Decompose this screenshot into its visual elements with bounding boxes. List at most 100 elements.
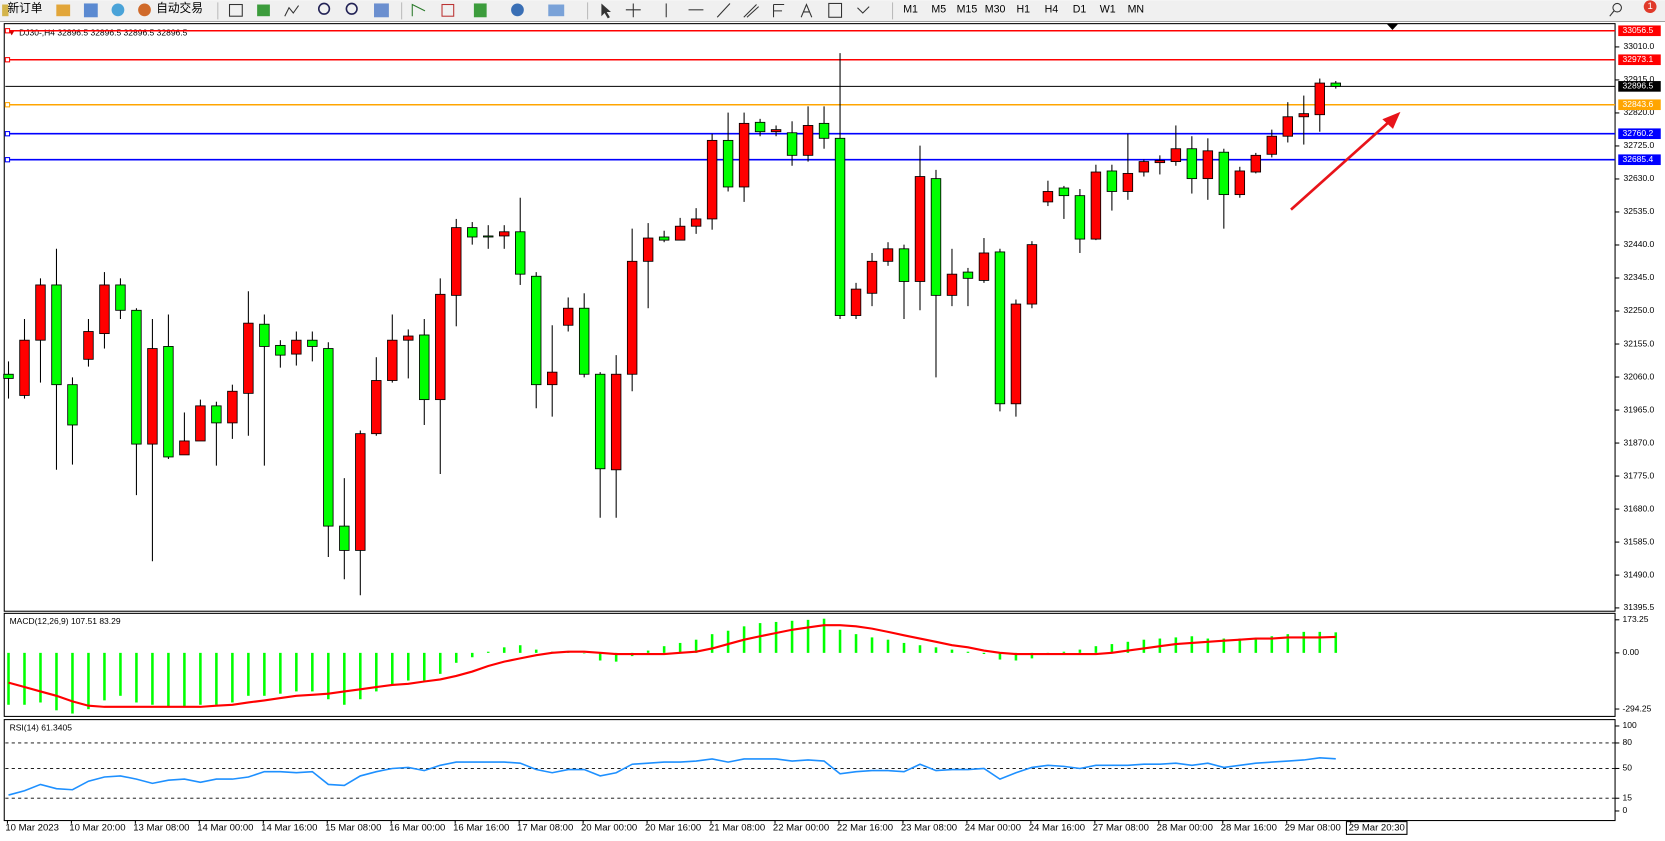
bar-chart-button[interactable] [228, 3, 243, 17]
macd-bar [934, 647, 938, 653]
timeframe-button[interactable]: H4 [1045, 4, 1059, 16]
candle-body [243, 322, 254, 394]
time-label: 15 Mar 08:00 [325, 823, 381, 834]
candle-body [690, 218, 702, 227]
macd-bar [1238, 638, 1242, 653]
timeframe-button[interactable]: M5 [931, 4, 946, 16]
time-label: 29 Mar 08:00 [1285, 823, 1341, 834]
timeframe-button[interactable]: M15 [957, 4, 978, 16]
macd-bar [247, 652, 250, 696]
candle-body [483, 235, 494, 238]
macd-bar [918, 645, 922, 653]
candle-chart-button[interactable] [257, 4, 270, 17]
candle-body [1298, 113, 1309, 118]
auto-trading-button[interactable]: 自动交易 [156, 1, 203, 15]
y-tick-label: 32820.0 [1624, 107, 1655, 117]
candle-body [1042, 191, 1054, 203]
y-tick-label: 32345.0 [1624, 272, 1655, 282]
zoom-in-button[interactable] [317, 2, 331, 15]
y-tick-label: 31775.0 [1624, 470, 1655, 480]
price-label-bg [1618, 81, 1661, 92]
y-tick-label: 31965.0 [1624, 404, 1655, 414]
line-chart-button[interactable] [284, 5, 300, 17]
candle-body [754, 121, 766, 133]
time-label: 10 Mar 2023 [5, 823, 59, 834]
timeframe-button[interactable]: W1 [1100, 4, 1116, 16]
candle-body [706, 139, 718, 220]
icon-button[interactable] [83, 3, 98, 18]
annotation-arrow [1290, 118, 1393, 211]
cursor-button[interactable] [601, 3, 611, 19]
macd-bar [183, 652, 186, 707]
time-label: 13 Mar 08:00 [133, 823, 189, 834]
macd-bar [407, 652, 410, 681]
zoom-out-button[interactable] [345, 2, 358, 15]
candle-body [802, 125, 814, 156]
auto-trading-icon[interactable] [138, 3, 151, 17]
crosshair-button[interactable] [625, 3, 641, 18]
timeframe-button[interactable]: H1 [1016, 4, 1030, 16]
candle-body [467, 227, 478, 238]
candle-body [259, 323, 270, 347]
macd-bar [678, 642, 682, 653]
plots: DJ30-,H4 32896.5 32896.5 32896.5 32896.5… [3, 25, 1661, 835]
candle-body [978, 252, 990, 281]
icon-button[interactable] [111, 3, 125, 17]
macd-bar [710, 634, 714, 653]
candle-body [195, 405, 206, 442]
toolbar-bg [0, 0, 1665, 22]
fibo-button[interactable] [772, 3, 785, 18]
label-button[interactable] [828, 2, 843, 18]
timeframe-button[interactable]: D1 [1073, 4, 1087, 16]
timeframe-button[interactable]: M1 [903, 4, 918, 16]
timeframes: M1 M5 M15 M30 H1 H4 D1 W1 MN [903, 4, 1144, 16]
y-tick-label: 32060.0 [1624, 371, 1655, 381]
y-tick-label: 0.00 [1622, 647, 1639, 657]
arrows-button[interactable] [857, 6, 870, 14]
candle-body [515, 231, 526, 275]
macd-bar [231, 652, 234, 703]
time-label: 14 Mar 16:00 [261, 823, 317, 834]
time-label: 28 Mar 00:00 [1157, 823, 1213, 834]
timeframe-button[interactable]: M30 [985, 4, 1006, 16]
trendline-button[interactable] [716, 3, 731, 18]
channel-button[interactable] [743, 4, 760, 18]
candle-body [1106, 170, 1118, 192]
macd-bar [1142, 639, 1146, 653]
annotation-arrow-head [1382, 111, 1401, 129]
shift-marker [1386, 23, 1399, 31]
macd-bar [1334, 632, 1338, 653]
timeframe-button[interactable]: MN [1128, 4, 1145, 16]
text-button[interactable] [800, 3, 813, 18]
candle-body [499, 231, 510, 237]
macd-bar [454, 652, 458, 663]
y-tick-label: 173.25 [1622, 614, 1648, 624]
autoscroll-button[interactable] [411, 3, 426, 17]
macd-bar [790, 620, 794, 653]
indicators-button[interactable] [473, 3, 487, 18]
notification-badge[interactable] [1643, 0, 1657, 14]
candle-body [339, 525, 350, 551]
periods-button[interactable] [511, 3, 524, 17]
macd-bar [662, 646, 666, 653]
search-button[interactable] [1612, 2, 1622, 13]
tile-button[interactable] [374, 3, 389, 18]
candle-body [211, 405, 222, 424]
shift-button[interactable] [441, 3, 455, 17]
templates-button[interactable] [548, 4, 565, 17]
candle-body [818, 122, 830, 139]
price-label-bg [1618, 54, 1661, 66]
icon-button[interactable] [56, 4, 71, 17]
y-tick-label: 32630.0 [1624, 173, 1655, 183]
candle-body [51, 284, 62, 386]
rsi-panel [3, 719, 1616, 822]
y-tick-label: 32155.0 [1624, 338, 1655, 348]
candle-body [866, 260, 878, 294]
new-order-button[interactable]: 新订单 [7, 1, 42, 15]
new-order-icon[interactable] [2, 4, 9, 17]
candle-body [738, 122, 750, 188]
candle-body [546, 371, 558, 386]
macd-bar [295, 652, 298, 692]
time-label: 16 Mar 00:00 [389, 823, 445, 834]
